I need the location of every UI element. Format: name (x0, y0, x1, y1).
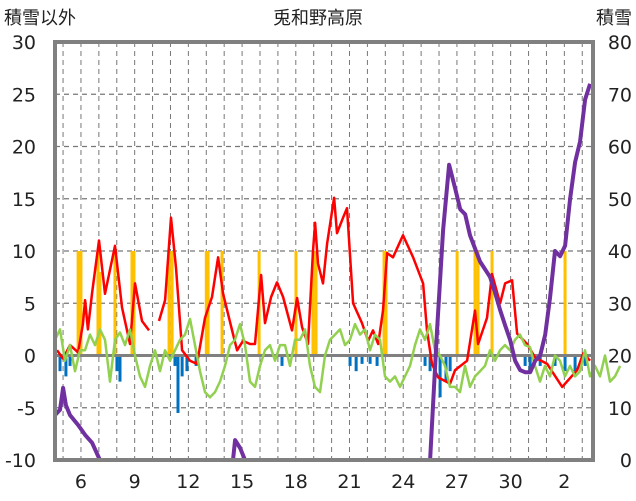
left-tick-label: -5 (17, 398, 36, 420)
yellow-bar (76, 251, 80, 356)
yellow-bar (79, 251, 83, 356)
x-tick-label: 30 (499, 471, 523, 493)
left-tick-label: 15 (12, 189, 36, 211)
right-tick-label: 70 (608, 84, 632, 106)
right-tick-label: 0 (620, 450, 632, 472)
yellow-bar (476, 251, 480, 356)
blue-bar (180, 355, 184, 377)
yellow-bar (314, 251, 318, 356)
green-series-line (53, 317, 622, 399)
yellow-bar (113, 251, 117, 356)
right-tick-label: 60 (608, 137, 632, 159)
x-tick-label: 12 (176, 471, 200, 493)
x-tick-label: 21 (337, 471, 361, 493)
blue-bar (173, 355, 177, 366)
blue-bar (185, 355, 189, 372)
lines (53, 83, 622, 462)
yellow-bar (130, 251, 134, 356)
yellow-bar (220, 251, 224, 356)
x-tick-label: 6 (75, 471, 87, 493)
blue-bar (194, 355, 198, 366)
right-tick-label: 20 (608, 346, 632, 368)
blue-bar (115, 355, 119, 372)
yellow-bar (98, 271, 102, 356)
left-axis-label: 積雪以外 (4, 8, 76, 29)
x-tick-label: 27 (445, 471, 469, 493)
yellow-bar (204, 251, 208, 356)
x-tick-label: 15 (230, 471, 254, 493)
blue-bar (553, 355, 557, 366)
blue-bar (573, 355, 577, 372)
red-series-line (55, 196, 592, 389)
yellow-bar (170, 251, 174, 356)
right-tick-label: 80 (608, 32, 632, 54)
blue-bar (348, 355, 352, 366)
blue-bar (58, 355, 62, 372)
right-axis-label: 積雪 (596, 8, 632, 29)
blue-bar (423, 355, 427, 366)
x-tick-label: 24 (391, 471, 415, 493)
x-tick-label: 18 (284, 471, 308, 493)
blue-bar (176, 355, 180, 413)
yellow-bar (455, 251, 459, 356)
yellow-bar (384, 251, 388, 356)
chart-title: 兎和野高原 (273, 8, 363, 29)
yellow-bar (167, 251, 171, 356)
yellow-bar (473, 251, 477, 356)
blue-bar (428, 355, 432, 372)
blue-bar (563, 355, 567, 372)
right-tick-label: 50 (608, 189, 632, 211)
left-tick-label: -10 (5, 450, 36, 472)
right-tick-label: 40 (608, 241, 632, 263)
blue-bar (354, 355, 358, 372)
right-tick-label: 30 (608, 293, 632, 315)
purple-series-line (53, 83, 593, 462)
left-tick-label: 10 (12, 241, 36, 263)
blue-bar (118, 355, 122, 382)
yellow-bar (206, 251, 210, 356)
yellow-bar (311, 251, 315, 356)
right-tick-label: 10 (608, 398, 632, 420)
blue-bar (523, 355, 527, 366)
blue-bar (528, 355, 532, 372)
left-tick-label: 30 (12, 32, 36, 54)
blue-bar (68, 355, 72, 366)
blue-bar (375, 355, 379, 366)
blue-bar (64, 355, 68, 377)
left-tick-label: 0 (24, 346, 36, 368)
left-tick-label: 5 (24, 293, 36, 315)
blue-bar (360, 355, 364, 364)
blue-bar (583, 355, 587, 366)
left-tick-label: 20 (12, 137, 36, 159)
x-tick-label: 2 (558, 471, 570, 493)
yellow-bar (490, 251, 494, 356)
yellow-bar (96, 251, 100, 356)
blue-bar (448, 355, 452, 372)
blue-bar (280, 355, 284, 366)
bars (58, 251, 587, 413)
left-tick-label: 25 (12, 84, 36, 106)
grid (55, 42, 593, 460)
blue-bar (438, 355, 442, 398)
plot-frame (53, 40, 595, 462)
yellow-bar (563, 251, 567, 356)
blue-bar (368, 355, 372, 364)
x-tick-label: 9 (129, 471, 141, 493)
